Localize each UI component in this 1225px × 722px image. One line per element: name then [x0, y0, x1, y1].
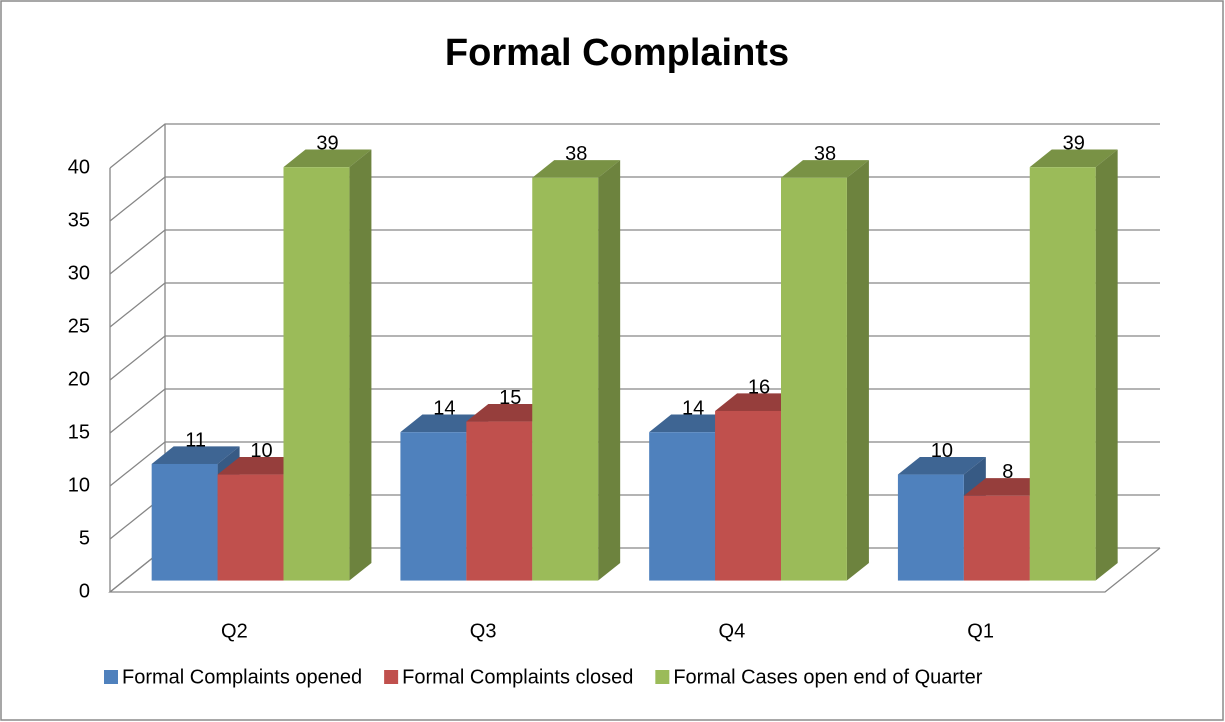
data-label: 8	[1002, 461, 1013, 483]
bar-top	[1029, 149, 1118, 168]
bar-front	[781, 177, 847, 581]
legend-label: Formal Complaints opened	[122, 666, 362, 688]
bar	[1029, 149, 1118, 581]
bar-side	[1095, 149, 1118, 581]
data-label: 10	[931, 440, 953, 462]
data-label: 38	[565, 143, 587, 165]
bar-front	[466, 421, 533, 581]
y-tick-label: 0	[79, 580, 90, 602]
y-tick-label: 30	[68, 262, 90, 284]
chart-title: Formal Complaints	[445, 32, 789, 74]
bar-front	[151, 463, 218, 581]
data-label: 14	[433, 398, 455, 420]
legend-swatch	[384, 670, 399, 684]
bar	[283, 149, 372, 581]
bar-top	[283, 149, 372, 168]
data-label: 16	[748, 376, 770, 398]
y-tick-label: 40	[68, 156, 90, 178]
legend-swatch	[104, 670, 118, 684]
legend-label: Formal Complaints closed	[402, 666, 633, 688]
bar-side	[598, 160, 621, 581]
bar-top	[532, 160, 621, 178]
legend-swatch	[655, 670, 670, 684]
bar-front	[897, 474, 964, 581]
y-tick-label: 5	[79, 527, 90, 549]
bar-top	[897, 456, 986, 475]
bar-front	[963, 495, 1030, 581]
x-tick-label: Q1	[967, 620, 994, 642]
bar	[532, 160, 621, 581]
y-tick-label: 10	[68, 474, 90, 496]
bar-front	[283, 167, 350, 581]
floor	[108, 547, 1161, 593]
data-label: 38	[814, 143, 836, 165]
bar-front	[532, 177, 599, 581]
data-label: 14	[682, 398, 704, 420]
data-label: 39	[316, 133, 338, 155]
y-tick-label: 35	[68, 209, 90, 231]
x-tick-label: Q4	[719, 620, 746, 642]
bar-front	[217, 474, 284, 581]
x-tick-label: Q2	[221, 620, 248, 642]
data-label: 39	[1063, 133, 1085, 155]
y-tick-label: 20	[68, 368, 90, 390]
data-label: 10	[250, 440, 272, 462]
bar-side	[846, 160, 869, 581]
bar-side	[349, 149, 372, 581]
bar-front	[649, 432, 716, 581]
bar-top	[151, 446, 240, 464]
legend-label: Formal Cases open end of Quarter	[673, 666, 982, 688]
bar-top	[781, 160, 869, 178]
y-tick-label: 15	[68, 421, 90, 443]
x-tick-label: Q3	[470, 620, 497, 642]
bar-front	[400, 432, 467, 581]
data-label: 11	[185, 429, 206, 451]
data-label: 15	[499, 387, 521, 409]
bar	[781, 160, 869, 581]
y-tick-label: 25	[68, 315, 90, 337]
bar-front	[1029, 167, 1096, 581]
bar-front	[715, 410, 781, 581]
